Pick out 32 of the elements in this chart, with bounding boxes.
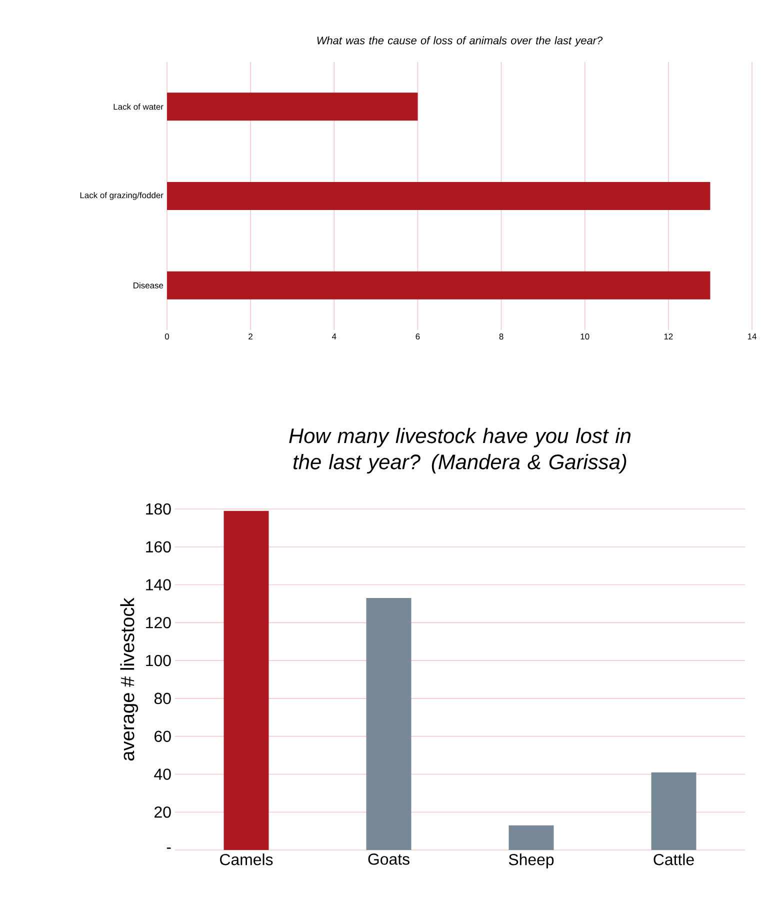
y-tick-label: 160 bbox=[146, 541, 171, 553]
y-tick-label: Lack of grazing/fodder bbox=[80, 192, 164, 200]
x-tick-label: 8 bbox=[499, 334, 504, 340]
y-tick-label: 140 bbox=[146, 579, 171, 590]
x-tick-label: Goats bbox=[368, 854, 410, 865]
bar bbox=[508, 825, 554, 850]
y-tick-label: 100 bbox=[146, 654, 171, 666]
y-tick-label: 120 bbox=[146, 617, 171, 628]
y-tick-label: 60 bbox=[154, 730, 171, 742]
y-tick-label: 80 bbox=[154, 692, 171, 704]
y-axis-title: average # livestock bbox=[120, 598, 138, 761]
x-tick-label: 10 bbox=[580, 334, 590, 340]
x-tick-label: 0 bbox=[164, 334, 170, 340]
x-tick-label: 14 bbox=[748, 334, 756, 340]
y-tick-label: Disease bbox=[134, 282, 164, 288]
x-tick-label: 2 bbox=[248, 334, 252, 340]
chart-title: How many livestock have you lost in the last year? (Mandera & Garissa) bbox=[289, 428, 630, 474]
x-tick-label: Cattle bbox=[654, 854, 694, 866]
x-tick-label: 4 bbox=[332, 334, 336, 340]
y-tick-label: 180 bbox=[146, 503, 171, 515]
chart-title: What was the cause of loss of animals over the last year? bbox=[317, 36, 603, 46]
x-tick-label: Camels bbox=[220, 854, 273, 866]
y-tick-label: Lack of water bbox=[114, 104, 164, 110]
bar bbox=[366, 598, 412, 850]
bar bbox=[651, 772, 696, 850]
bar bbox=[224, 510, 269, 850]
x-tick-label: Sheep bbox=[508, 854, 554, 868]
y-tick-label: 40 bbox=[154, 768, 171, 780]
x-tick-label: 6 bbox=[416, 334, 420, 340]
x-tick-label: 12 bbox=[664, 334, 673, 340]
y-tick-label: - bbox=[166, 848, 171, 849]
y-tick-label: 20 bbox=[154, 806, 171, 818]
